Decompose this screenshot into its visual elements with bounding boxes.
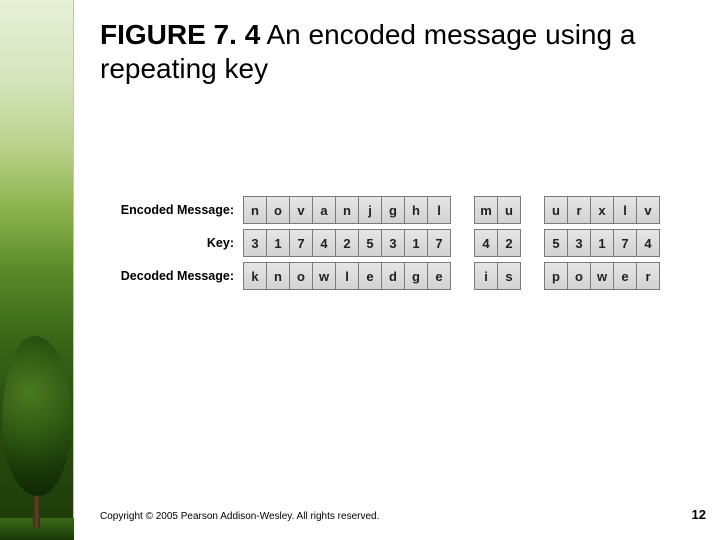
data-cell: o xyxy=(289,262,313,290)
row-cells: novanjghlmuurxlv xyxy=(244,196,660,224)
data-cell: u xyxy=(544,196,568,224)
data-cell: w xyxy=(312,262,336,290)
data-cell: 3 xyxy=(381,229,405,257)
data-cell: p xyxy=(544,262,568,290)
data-cell: x xyxy=(590,196,614,224)
copyright-text: Copyright © 2005 Pearson Addison-Wesley.… xyxy=(100,511,379,522)
gap-cell xyxy=(451,196,475,224)
data-cell: g xyxy=(404,262,428,290)
row-label: Decoded Message: xyxy=(100,262,244,290)
gap-cell xyxy=(451,262,475,290)
row-cells: knowledgeispower xyxy=(244,262,660,290)
tree-graphic xyxy=(0,324,74,534)
data-cell: l xyxy=(335,262,359,290)
data-cell: l xyxy=(613,196,637,224)
data-cell: w xyxy=(590,262,614,290)
data-cell: g xyxy=(381,196,405,224)
data-cell: 2 xyxy=(497,229,521,257)
data-cell: s xyxy=(497,262,521,290)
table-row: Encoded Message:novanjghlmuurxlv xyxy=(100,196,690,224)
data-cell: i xyxy=(474,262,498,290)
data-cell: n xyxy=(266,262,290,290)
data-cell: 1 xyxy=(266,229,290,257)
data-cell: k xyxy=(243,262,267,290)
data-cell: 4 xyxy=(636,229,660,257)
data-cell: r xyxy=(567,196,591,224)
data-cell: 4 xyxy=(312,229,336,257)
data-cell: 7 xyxy=(613,229,637,257)
data-cell: u xyxy=(497,196,521,224)
data-cell: 4 xyxy=(474,229,498,257)
data-cell: 3 xyxy=(567,229,591,257)
data-cell: e xyxy=(613,262,637,290)
figure-title: FIGURE 7. 4 An encoded message using a r… xyxy=(100,18,660,86)
page-number: 12 xyxy=(692,507,706,522)
data-cell: o xyxy=(567,262,591,290)
data-cell: d xyxy=(381,262,405,290)
data-cell: a xyxy=(312,196,336,224)
row-label: Key: xyxy=(100,229,244,257)
gap-cell xyxy=(521,196,545,224)
table-row: Key:3174253174253174 xyxy=(100,229,690,257)
data-cell: 7 xyxy=(427,229,451,257)
data-cell: m xyxy=(474,196,498,224)
data-cell: o xyxy=(266,196,290,224)
data-cell: 7 xyxy=(289,229,313,257)
data-cell: 1 xyxy=(404,229,428,257)
data-cell: j xyxy=(358,196,382,224)
sidebar-decoration xyxy=(0,0,74,540)
slide-content: FIGURE 7. 4 An encoded message using a r… xyxy=(74,0,720,540)
data-cell: 2 xyxy=(335,229,359,257)
cipher-table: Encoded Message:novanjghlmuurxlvKey:3174… xyxy=(100,196,690,295)
figure-label: FIGURE 7. 4 xyxy=(100,19,260,50)
gap-cell xyxy=(521,229,545,257)
data-cell: n xyxy=(335,196,359,224)
gap-cell xyxy=(521,262,545,290)
data-cell: l xyxy=(427,196,451,224)
row-label: Encoded Message: xyxy=(100,196,244,224)
data-cell: 3 xyxy=(243,229,267,257)
row-cells: 3174253174253174 xyxy=(244,229,660,257)
data-cell: r xyxy=(636,262,660,290)
gap-cell xyxy=(451,229,475,257)
data-cell: 1 xyxy=(590,229,614,257)
data-cell: e xyxy=(358,262,382,290)
data-cell: 5 xyxy=(544,229,568,257)
data-cell: h xyxy=(404,196,428,224)
data-cell: n xyxy=(243,196,267,224)
table-row: Decoded Message:knowledgeispower xyxy=(100,262,690,290)
data-cell: 5 xyxy=(358,229,382,257)
tree-foliage xyxy=(2,336,72,496)
data-cell: v xyxy=(636,196,660,224)
data-cell: e xyxy=(427,262,451,290)
data-cell: v xyxy=(289,196,313,224)
